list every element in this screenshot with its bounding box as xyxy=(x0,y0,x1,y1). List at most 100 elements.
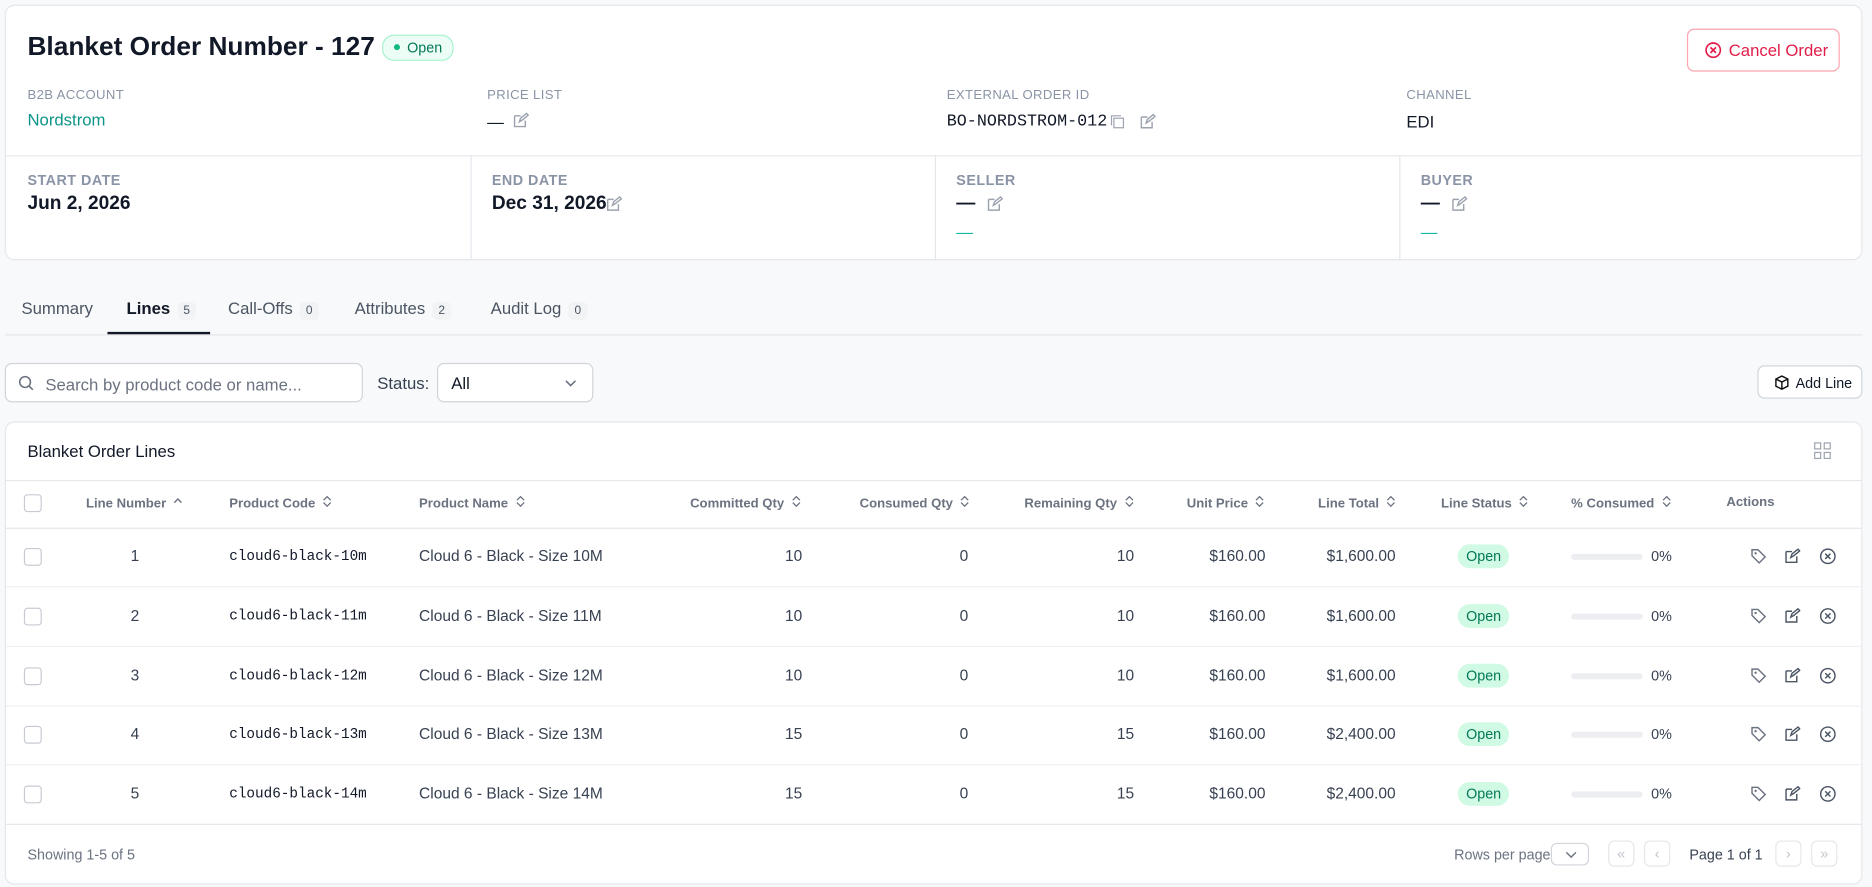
cell: 0 xyxy=(959,724,969,743)
remove-action[interactable] xyxy=(1819,726,1836,743)
column-header[interactable]: Line Total xyxy=(1318,495,1396,511)
field-label: EXTERNAL ORDER ID xyxy=(946,88,1090,103)
search-placeholder: Search by product code or name... xyxy=(45,374,302,394)
checkbox[interactable] xyxy=(23,547,42,566)
field-value: Nordstrom xyxy=(27,109,106,129)
checkbox[interactable] xyxy=(23,666,42,685)
detail-value: — xyxy=(956,193,976,214)
column-header[interactable]: Committed Qty xyxy=(690,495,801,511)
divider xyxy=(1399,155,1401,261)
tab[interactable]: Attributes 2 xyxy=(355,298,451,320)
edit-action[interactable] xyxy=(1784,607,1801,624)
cell: $160.00 xyxy=(1209,606,1266,625)
edit-icon[interactable] xyxy=(1139,113,1157,130)
column-header[interactable]: Product Code xyxy=(229,495,332,511)
rows-select[interactable] xyxy=(1550,842,1590,866)
line-status: Open xyxy=(1457,663,1510,688)
checkbox[interactable] xyxy=(23,785,42,804)
tag-action[interactable] xyxy=(1750,548,1767,565)
cell: $160.00 xyxy=(1209,724,1266,743)
tag-action[interactable] xyxy=(1750,726,1767,743)
edit-icon[interactable] xyxy=(605,196,623,213)
progress-track xyxy=(1571,732,1643,739)
first-page[interactable]: « xyxy=(1608,840,1635,867)
line-number: 1 xyxy=(130,546,140,565)
tab[interactable]: Summary xyxy=(21,298,93,317)
column-header[interactable]: Consumed Qty xyxy=(860,495,970,511)
percent-consumed: 0% xyxy=(1651,607,1672,625)
remove-action[interactable] xyxy=(1819,786,1836,803)
status-select[interactable]: All xyxy=(436,362,594,403)
next-page[interactable]: › xyxy=(1775,840,1802,867)
product-name: Cloud 6 - Black - Size 10M xyxy=(419,546,603,565)
edit-icon[interactable] xyxy=(986,196,1004,213)
line-number: 4 xyxy=(130,724,140,743)
detail-label: SELLER xyxy=(956,171,1016,189)
remove-action[interactable] xyxy=(1819,548,1836,565)
row-divider xyxy=(5,586,1862,588)
edit-action[interactable] xyxy=(1784,785,1801,803)
product-name: Cloud 6 - Black - Size 14M xyxy=(419,784,603,803)
product-code: cloud6-black-13m xyxy=(229,726,367,743)
page-info: Page 1 of 1 xyxy=(1689,846,1763,864)
field-value: — xyxy=(487,112,504,132)
detail-sub: — xyxy=(956,222,974,242)
cell: 10 xyxy=(785,606,803,625)
column-header[interactable]: Remaining Qty xyxy=(1024,495,1134,511)
line-number: 2 xyxy=(130,606,140,625)
order-card xyxy=(4,4,1863,261)
column-header[interactable]: Line Number xyxy=(86,495,183,511)
column-header[interactable]: Product Name xyxy=(419,495,525,511)
column-header[interactable]: Line Status xyxy=(1441,495,1529,511)
product-name: Cloud 6 - Black - Size 13M xyxy=(419,724,603,743)
cell: 10 xyxy=(1116,606,1135,625)
tab[interactable]: Lines 5 xyxy=(127,298,196,320)
last-page[interactable]: » xyxy=(1811,840,1838,867)
row-divider xyxy=(5,764,1862,766)
detail-sub: — xyxy=(1420,222,1438,242)
add-line-button[interactable]: Add Line xyxy=(1757,365,1863,399)
tab[interactable]: Call-Offs 0 xyxy=(228,298,319,320)
checkbox[interactable] xyxy=(23,726,42,745)
field-value: BO-NORDSTROM-012 xyxy=(946,112,1108,132)
detail-label: END DATE xyxy=(491,171,568,189)
tag-action[interactable] xyxy=(1750,607,1767,624)
cancel-button[interactable]: Cancel Order xyxy=(1686,28,1840,72)
percent-consumed: 0% xyxy=(1651,726,1672,743)
detail-value: — xyxy=(1420,193,1440,214)
checkbox[interactable] xyxy=(23,494,42,513)
status-label: Status: xyxy=(377,373,430,393)
divider xyxy=(5,155,1862,157)
add-line-label: Add Line xyxy=(1795,374,1853,392)
field-label: CHANNEL xyxy=(1406,88,1472,103)
edit-icon[interactable] xyxy=(512,112,530,129)
cell: 0 xyxy=(959,665,969,684)
tab-count: 2 xyxy=(432,302,451,320)
remove-action[interactable] xyxy=(1819,607,1836,624)
divider xyxy=(470,155,472,261)
product-code: cloud6-black-12m xyxy=(229,666,367,684)
percent-consumed: 0% xyxy=(1651,785,1672,803)
tag-action[interactable] xyxy=(1750,667,1767,684)
column-header[interactable]: % Consumed xyxy=(1571,495,1671,511)
prev-page[interactable]: ‹ xyxy=(1643,840,1671,867)
cell: 15 xyxy=(1116,784,1135,803)
detail-value: Jun 2, 2026 xyxy=(27,193,131,214)
edit-icon[interactable] xyxy=(1451,196,1468,213)
tag-action[interactable] xyxy=(1750,786,1767,803)
edit-action[interactable] xyxy=(1784,548,1801,565)
grid-toggle[interactable] xyxy=(1814,442,1832,460)
progress-track xyxy=(1571,553,1643,560)
column-header[interactable]: Unit Price xyxy=(1187,495,1265,511)
cell: $160.00 xyxy=(1209,784,1266,803)
edit-action[interactable] xyxy=(1784,726,1801,743)
tab[interactable]: Audit Log 0 xyxy=(491,298,588,320)
cell: 10 xyxy=(1116,546,1135,565)
remove-action[interactable] xyxy=(1819,667,1836,684)
cell: 15 xyxy=(1116,724,1135,743)
edit-action[interactable] xyxy=(1784,666,1801,684)
line-status: Open xyxy=(1457,722,1510,747)
checkbox[interactable] xyxy=(23,607,42,626)
search-box[interactable]: Search by product code or name... xyxy=(4,362,363,403)
copy-icon[interactable] xyxy=(1109,113,1126,130)
